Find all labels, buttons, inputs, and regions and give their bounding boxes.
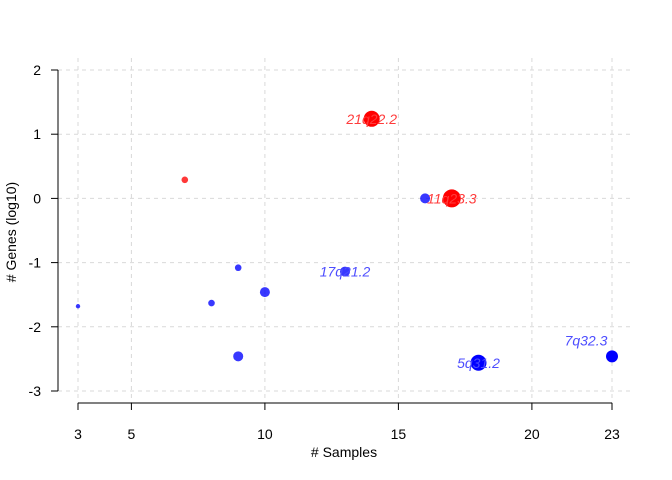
grid [58, 58, 632, 403]
y-tick-label: 2 [33, 62, 41, 78]
point-labels: 17q21.2 21q22.2 11q23.3 5q31.2 7q32.3 [320, 111, 608, 371]
y-tick-label: -3 [29, 383, 42, 399]
x-tick-label: 15 [391, 426, 407, 442]
data-point [234, 264, 242, 272]
data-point [208, 299, 215, 307]
data-point [259, 287, 270, 298]
data-point [606, 350, 618, 363]
x-tick-label: 20 [524, 426, 540, 442]
x-axis-label: # Samples [311, 444, 377, 460]
y-tick-label: 1 [33, 126, 41, 142]
data-point [420, 193, 431, 204]
point-label: 5q31.2 [457, 355, 500, 371]
data-point [75, 304, 81, 309]
x-tick-label: 23 [604, 426, 620, 442]
data-point [233, 351, 244, 362]
x-tick-label: 5 [128, 426, 136, 442]
data-point [442, 189, 461, 208]
point-label: 7q32.3 [565, 332, 608, 348]
data-point [181, 176, 189, 184]
x-tick-label: 3 [74, 426, 82, 442]
y-tick-label: -2 [29, 319, 42, 335]
y-axis-label: # Genes (log10) [3, 182, 19, 282]
point-label: 11q23.3 [427, 190, 477, 206]
y-tick-label: -1 [29, 255, 42, 271]
data-points [75, 110, 618, 371]
data-point [340, 266, 350, 277]
data-point [470, 354, 487, 371]
x-tick-label: 10 [257, 426, 273, 442]
point-label: 17q21.2 [320, 264, 371, 280]
data-point [363, 110, 380, 127]
point-label: 21q22.2 [345, 111, 397, 127]
y-tick-label: 0 [33, 190, 41, 206]
axes: 3 5 10 15 20 23 -3 -2 -1 0 1 2 [29, 62, 620, 442]
